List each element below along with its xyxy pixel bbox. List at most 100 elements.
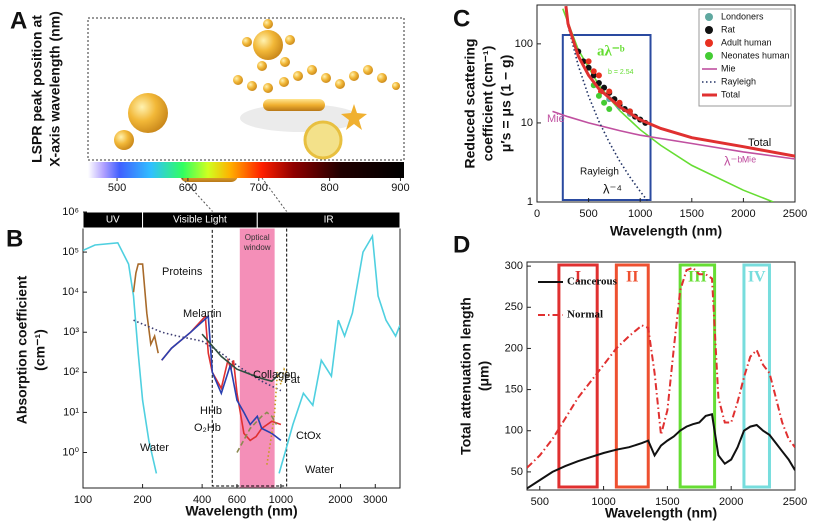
x-tick-label: 3000 — [363, 494, 387, 506]
x-tick-label: 500 — [108, 182, 126, 194]
series-line — [83, 233, 400, 474]
window-label: window — [243, 243, 271, 252]
legend-marker — [705, 13, 713, 21]
y-tick-label: 100 — [515, 38, 533, 50]
series-label: HHb — [200, 405, 222, 417]
region-box — [678, 263, 717, 489]
y-axis-label: (μm) — [476, 361, 492, 391]
x-tick-label: 700 — [250, 182, 268, 194]
x-axis-label: Wavelength (nm) — [610, 223, 722, 239]
legend-label: Total — [721, 89, 740, 99]
annotation: Total — [748, 137, 771, 149]
image-frame — [87, 17, 405, 161]
region-box — [614, 263, 650, 489]
y-tick-label: 10⁴ — [62, 286, 79, 298]
series-line — [527, 413, 795, 490]
legend-box — [698, 8, 792, 107]
x-tick-label: 0 — [534, 208, 540, 220]
data-point — [595, 92, 602, 99]
data-point — [601, 99, 608, 106]
x-tick-label: 1000 — [591, 496, 615, 508]
legend-label: Mie — [721, 63, 736, 73]
y-tick-label: 10⁰ — [62, 446, 79, 458]
region-box — [742, 263, 771, 489]
y-tick-label: 150 — [505, 383, 523, 395]
x-tick-label: 400 — [193, 494, 211, 506]
series-line — [133, 319, 282, 392]
band-label: Visible Light — [173, 215, 227, 226]
y-tick-label: 10 — [521, 117, 533, 129]
series-line — [132, 263, 159, 354]
annotation: Rayleigh — [580, 167, 619, 178]
panel-label: B — [6, 225, 23, 252]
series-line — [564, 5, 795, 158]
series-line — [236, 411, 278, 453]
x-tick-label: 2000 — [731, 208, 755, 220]
series-label: Proteins — [162, 266, 203, 278]
data-point — [585, 64, 592, 71]
x-tick-label: 600 — [179, 182, 197, 194]
panel-label: D — [453, 231, 470, 258]
legend-label: Normal — [567, 309, 603, 321]
series-line — [552, 110, 795, 160]
region-label: III — [688, 269, 707, 286]
legend-label: Rat — [721, 24, 736, 34]
series-line — [161, 314, 282, 442]
x-tick-label: 600 — [228, 494, 246, 506]
y-tick-label: 200 — [505, 342, 523, 354]
legend-marker — [705, 26, 713, 34]
series-line — [266, 367, 290, 465]
x-tick-label: 200 — [133, 494, 151, 506]
legend-marker — [705, 52, 713, 60]
series-label: Melanin — [183, 308, 222, 320]
y-axis-label: Total attenuation length — [458, 297, 474, 455]
y-tick-label: 10³ — [63, 326, 79, 338]
data-point — [595, 72, 602, 79]
plot-frame — [536, 4, 796, 203]
series-line — [527, 266, 795, 469]
spectrum-bar — [88, 162, 404, 178]
y-axis-label: coefficient (cm⁻¹) — [480, 46, 496, 162]
highlight-box — [561, 34, 652, 201]
plot-frame — [526, 261, 796, 491]
band-label: IR — [324, 215, 334, 226]
nanoparticle-illustration — [114, 19, 400, 182]
band — [256, 211, 401, 229]
y-axis-label: (cm⁻¹) — [32, 329, 48, 371]
legend-marker — [705, 39, 713, 47]
annotation: λ⁻⁴ — [603, 181, 622, 196]
y-tick-label: 10² — [63, 366, 79, 378]
x-tick-label: 2000 — [719, 496, 743, 508]
x-tick-label: 100 — [74, 494, 92, 506]
annotation: Water — [305, 464, 334, 476]
data-point — [585, 58, 592, 65]
series-label: Fat — [284, 374, 300, 386]
window-label: Optical — [245, 233, 270, 242]
legend-label: Adult human — [721, 37, 772, 47]
legend-label: Cancerous — [567, 276, 618, 288]
y-tick-label: 50 — [511, 466, 523, 478]
optical-window — [239, 212, 275, 488]
x-tick-label: 1500 — [680, 208, 704, 220]
y-tick-label: 10⁵ — [62, 246, 79, 258]
fit-note: b = 2.54 — [608, 69, 634, 76]
series-label: Water — [140, 442, 169, 454]
legend-label: Londoners — [721, 11, 764, 21]
region-label: I — [575, 269, 581, 286]
x-tick-label: 2000 — [328, 494, 352, 506]
legend-label: Rayleigh — [721, 76, 756, 86]
y-axis-label: LSPR peak position at — [29, 15, 45, 163]
x-tick-label: 900 — [391, 182, 409, 194]
series-line — [201, 333, 282, 383]
x-tick-label: 2500 — [783, 496, 807, 508]
region-label: IV — [748, 269, 766, 286]
x-axis-label: Wavelength (nm) — [185, 503, 297, 519]
x-tick-label: 800 — [320, 182, 338, 194]
y-tick-label: 10¹ — [63, 406, 79, 418]
band-label: UV — [106, 215, 120, 226]
series-label: O₂Hb — [194, 422, 221, 434]
y-tick-label: 1 — [527, 196, 533, 208]
y-tick-label: 10⁶ — [62, 206, 79, 218]
fit-label: aλ⁻ᵇ — [597, 43, 625, 59]
data-point — [590, 68, 597, 75]
